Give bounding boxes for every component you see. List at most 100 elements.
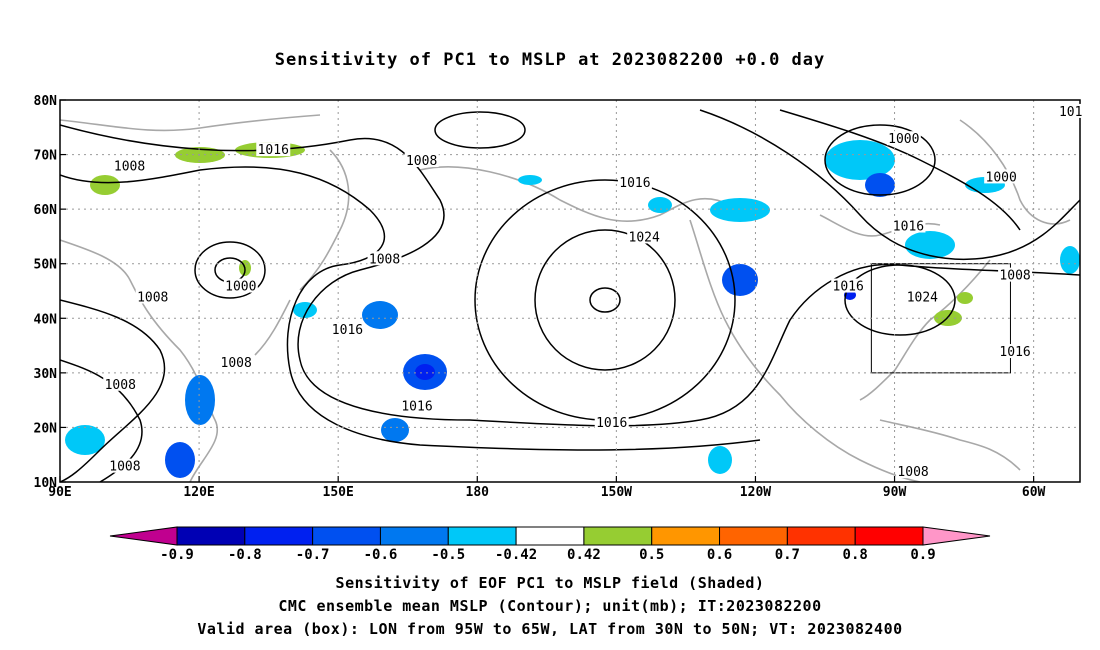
contour-label-bg (831, 278, 866, 293)
contour-label-bg (367, 251, 402, 266)
colorbar-box (379, 526, 449, 546)
contour-label-bg (135, 289, 170, 304)
lat-tick-label: 80N (34, 94, 58, 109)
contour-line (824, 124, 936, 196)
lon-tick-label: 180 (466, 485, 490, 500)
coastline-greenland (959, 119, 1071, 225)
contour-label: 1016 (619, 176, 650, 191)
coastline-asia (60, 114, 321, 482)
coastline-kamchatka (299, 149, 350, 291)
contour-label-bg (256, 142, 291, 157)
shade-neg (825, 140, 895, 180)
colorbar-box (515, 526, 585, 546)
shade-pos (90, 175, 120, 195)
colorbar-arrow-left (109, 526, 178, 546)
shade-neg (865, 173, 895, 197)
colorbar-label: 0.6 (707, 547, 732, 563)
contour-label: 1008 (999, 269, 1030, 284)
map-frame (59, 99, 1081, 483)
contour-label: 1008 (109, 460, 140, 475)
shade-neg (165, 442, 195, 478)
colorbar-box (786, 526, 856, 546)
contour-label: 1000 (888, 132, 919, 147)
contour-line (434, 111, 526, 149)
lat-axis: 80N 70N 60N 50N 40N 30N 20N 10N (34, 94, 66, 491)
shade-neg (722, 264, 758, 296)
shade-neg (518, 175, 542, 185)
lon-tick-label: 120E (183, 485, 214, 500)
contour-label: 1008 (406, 154, 437, 169)
colorbar-box (244, 526, 314, 546)
shade-neg (708, 446, 732, 474)
colorbar-label: -0.5 (431, 547, 465, 563)
contour-label: 1008 (114, 159, 145, 174)
contour-label: 1016 (258, 143, 289, 158)
lat-tick-label: 50N (34, 258, 58, 273)
contour-label-bg (223, 278, 258, 293)
lat-tick-label: 20N (34, 421, 58, 436)
shade-neg (648, 197, 672, 213)
lat-tick-label: 30N (34, 367, 58, 382)
shade-neg (185, 375, 215, 425)
contour-line (589, 287, 621, 313)
colorbar-arrow-right (922, 526, 991, 546)
contour-line (534, 229, 676, 371)
contour-label-bg (905, 289, 940, 304)
colorbar-label: -0.6 (364, 547, 398, 563)
contour-label-bg (627, 229, 662, 244)
colorbar-box (176, 526, 246, 546)
colorbar-label: -0.9 (160, 547, 194, 563)
lon-axis: 90E 120E 150E 180 150W 120W 90W 60W (48, 476, 1046, 500)
contour-label-bg (891, 218, 926, 233)
coastline-northamerica-west (689, 219, 921, 482)
contour-label: 1000 (225, 280, 256, 295)
colorbar-label: -0.8 (228, 547, 262, 563)
shade-neg (293, 302, 317, 318)
colorbar-box (447, 526, 517, 546)
colorbar-label: 0.42 (567, 547, 601, 563)
contour-label-bg (400, 398, 434, 413)
contour-label: 1008 (369, 252, 400, 267)
caption-line-1: Sensitivity of EOF PC1 to MSLP field (Sh… (335, 574, 765, 592)
coastline-caribbean (879, 419, 1021, 471)
contour-label: 1008 (221, 356, 252, 371)
map-content (60, 109, 1080, 482)
contour-label: 1024 (629, 230, 660, 245)
contour-label-bg (330, 322, 365, 337)
colorbar-box (651, 526, 721, 546)
lat-tick-label: 10N (34, 476, 58, 491)
contour-label-bg (404, 153, 439, 168)
lon-tick-label: 60W (1022, 485, 1046, 500)
contour-label: 1008 (897, 465, 928, 480)
shade-neg (710, 198, 770, 222)
lon-tick-label: 90W (883, 485, 907, 500)
contour-label: 1016 (893, 220, 924, 235)
contour-line (779, 109, 1021, 231)
contour-label: 101 (1059, 105, 1082, 120)
contour-labels: 1016 1008 1008 1016 1000 1000 1016 1024 1008 1008… (103, 103, 1084, 480)
contour-label: 1016 (833, 280, 864, 295)
contour-label: 1016 (999, 345, 1030, 360)
lat-tick-label: 40N (34, 312, 58, 327)
colorbar-box (854, 526, 924, 546)
colorbar-label: 0.7 (775, 547, 800, 563)
coastlines (60, 114, 1071, 482)
lon-tick-label: 120W (740, 485, 771, 500)
contour-label: 1000 (986, 170, 1017, 185)
sensitivity-shading (65, 140, 1080, 478)
shade-neg (905, 231, 955, 259)
lat-tick-label: 70N (34, 149, 58, 164)
shade-pos (957, 292, 973, 304)
contour-line (60, 124, 1080, 427)
contour-label-bg (896, 464, 931, 479)
lon-tick-label: 150E (323, 485, 354, 500)
colorbar: -0.9 -0.8 -0.7 -0.6 -0.5 -0.42 0.42 0.5 0.6 0.7 0.… (109, 526, 991, 563)
coastline-alaska (419, 166, 731, 222)
contour-line (194, 241, 266, 299)
contour-label-bg (886, 131, 921, 146)
lon-tick-label: 90E (48, 485, 71, 500)
coastline-northamerica-east (859, 259, 991, 401)
shade-neg (415, 364, 435, 380)
contour-label: 1008 (105, 378, 136, 393)
